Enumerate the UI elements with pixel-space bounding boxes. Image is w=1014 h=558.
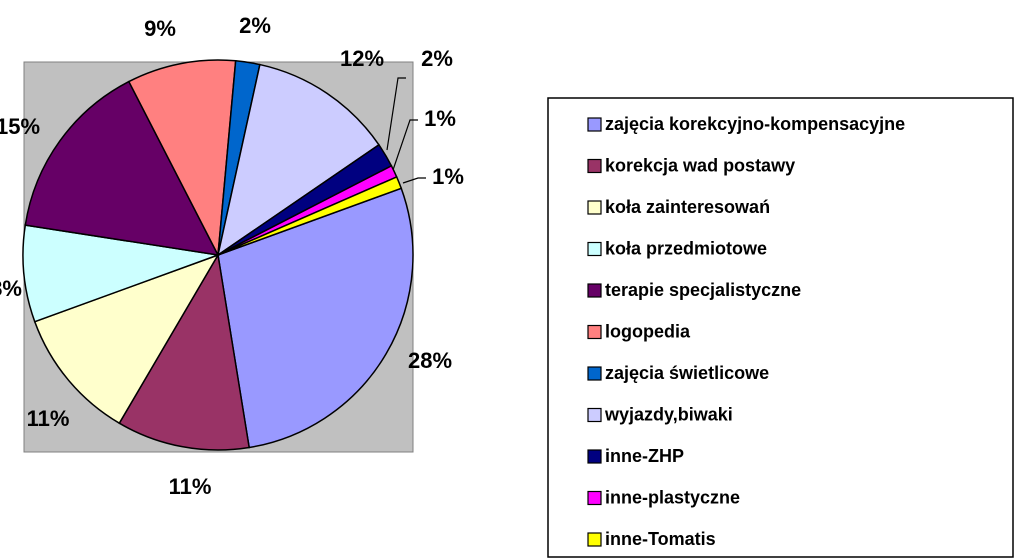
leader-line: [402, 177, 426, 184]
data-label: 2%: [421, 46, 453, 71]
pie-slice: [217, 175, 403, 256]
legend-swatch: [587, 407, 602, 423]
legend-label: inne-Tomatis: [605, 529, 716, 549]
legend-swatch: [587, 324, 602, 340]
pie-slice: [118, 252, 251, 451]
pie-slice: [22, 224, 219, 323]
pie-slice: [216, 63, 380, 257]
pie-slice: [24, 80, 220, 256]
data-label: 12%: [340, 46, 384, 71]
pie-slice: [217, 187, 414, 449]
leader-line: [386, 77, 406, 151]
data-label: 8%: [0, 276, 22, 301]
legend-swatch: [587, 366, 602, 381]
data-label: 2%: [239, 13, 271, 38]
data-label: 28%: [408, 348, 452, 373]
data-label: 15%: [0, 114, 40, 139]
legend-label: korekcja wad postawy: [605, 155, 795, 175]
data-label: 1%: [432, 164, 464, 189]
legend-label: inne-ZHP: [605, 446, 684, 466]
leader-line: [392, 119, 418, 171]
legend-swatch: [587, 532, 602, 547]
legend-swatch: [587, 117, 602, 132]
legend-label: inne-plastyczne: [605, 487, 740, 507]
legend-label: zajęcia korekcyjno-kompensacyjne: [605, 114, 905, 134]
legend-label: koła przedmiotowe: [605, 238, 767, 258]
legend-swatch: [587, 241, 602, 257]
data-label: 1%: [424, 106, 456, 131]
legend-swatch: [587, 283, 602, 298]
legend-label: wyjazdy,biwaki: [604, 404, 733, 424]
legend-label: terapie specjalistyczne: [605, 280, 801, 300]
legend-label: koła zainteresowań: [605, 197, 770, 217]
legend-label: zajęcia świetlicowe: [605, 363, 769, 383]
data-label: 11%: [169, 474, 212, 499]
legend-swatch: [587, 490, 602, 506]
legend-swatch: [587, 158, 602, 174]
legend-swatch: [587, 200, 602, 215]
legend-box: [547, 97, 1014, 558]
pie-slice: [33, 253, 220, 425]
legend-label: logopedia: [605, 321, 691, 341]
data-label: 9%: [144, 16, 176, 41]
pie-slice: [127, 59, 237, 258]
legend-swatch: [587, 449, 602, 464]
data-label: 11%: [27, 406, 70, 431]
